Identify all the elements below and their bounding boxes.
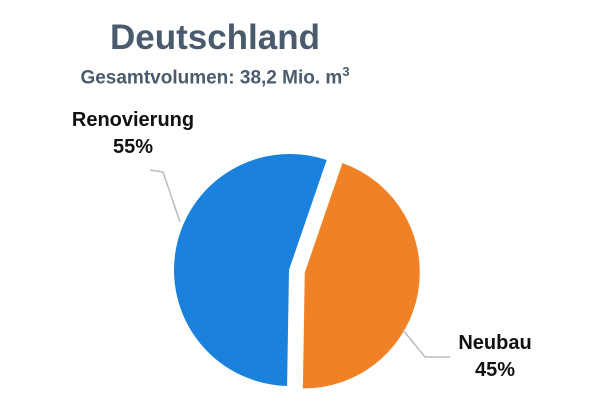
leader-line-renovierung — [149, 169, 181, 223]
slice-label-renovierung: Renovierung 55% — [38, 107, 228, 161]
subtitle-text: Gesamtvolumen: 38,2 Mio. m — [80, 67, 343, 89]
slice-value-renovierung: 55% — [112, 136, 154, 158]
subtitle-unit-superscript: 3 — [342, 64, 350, 79]
slice-label-neubau: Neubau 45% — [410, 330, 580, 384]
slice-value-neubau: 45% — [474, 359, 516, 381]
pie-slice-neubau — [300, 160, 422, 391]
chart-title: Deutschland — [109, 18, 321, 57]
slice-name-renovierung: Renovierung — [71, 109, 195, 131]
pie-slice-renovierung — [172, 152, 330, 389]
chart-subtitle: Gesamtvolumen: 38,2 Mio. m3 — [0, 64, 430, 89]
leader-line-neubau — [402, 329, 450, 358]
slice-name-neubau: Neubau — [458, 332, 532, 354]
pie-slices — [172, 152, 422, 391]
